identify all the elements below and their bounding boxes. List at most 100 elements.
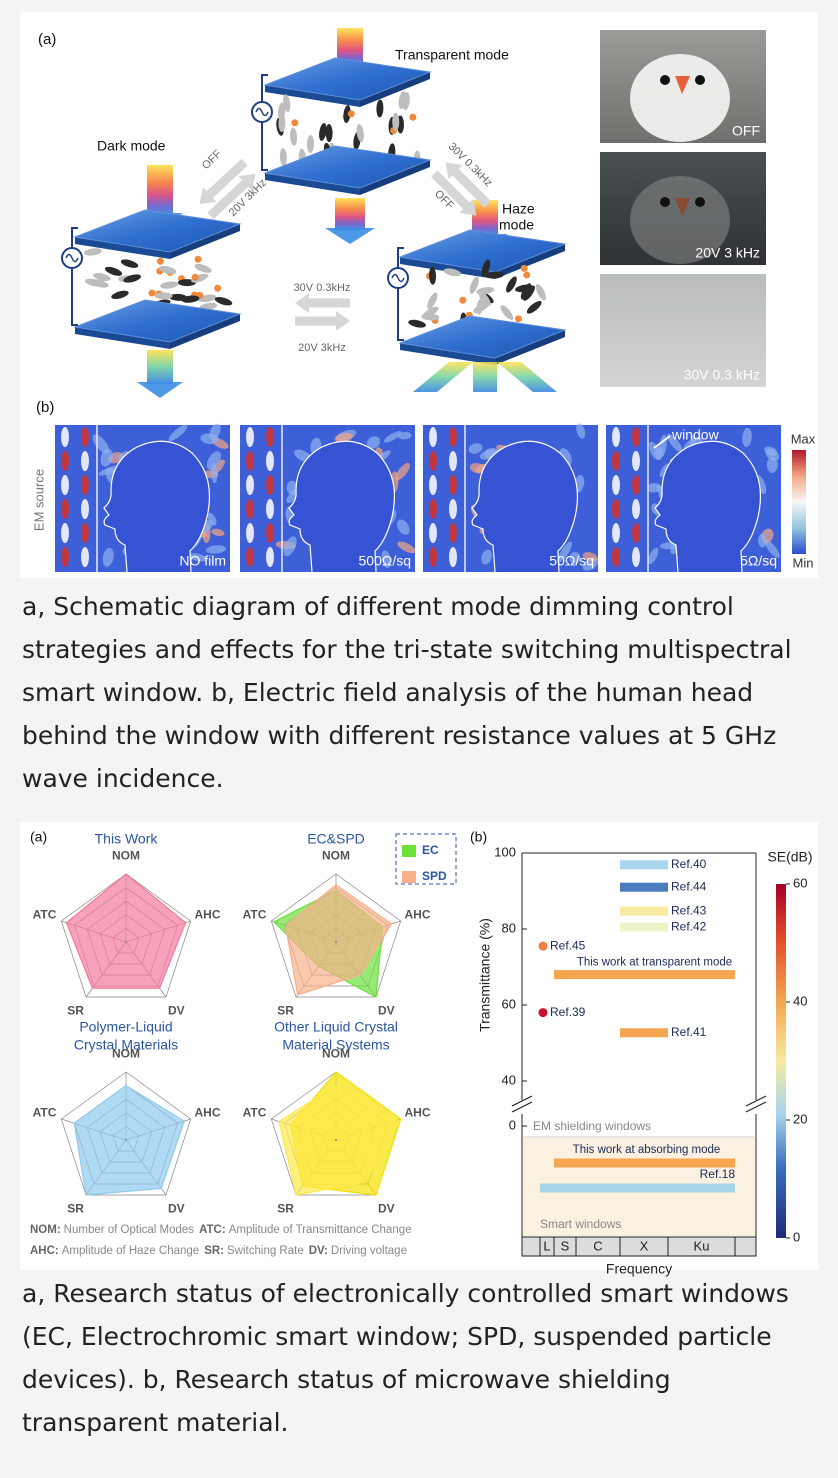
band-label: L (543, 1238, 550, 1253)
label: AHC (194, 908, 220, 922)
field-source (266, 427, 274, 447)
field-source (246, 523, 254, 543)
particle (157, 258, 164, 265)
legend-swatch (402, 845, 416, 857)
page: (a)(b)OFF20V 3kHz30V 0.3kHzOFF30V 0.3kHz… (0, 0, 838, 1478)
label: Haze (502, 201, 535, 217)
label: SPD (422, 869, 447, 883)
label: ATC (33, 1106, 57, 1120)
point (539, 942, 548, 951)
colorbar-tick-label: 0 (793, 1229, 800, 1244)
label: NOM (112, 1046, 140, 1060)
field-source (612, 475, 620, 495)
particle (523, 271, 530, 278)
field-source (612, 523, 620, 543)
particle (348, 110, 355, 117)
note-abbr: ATC: (199, 1224, 226, 1236)
field-source (429, 475, 437, 495)
y-tick-label: 60 (502, 996, 516, 1011)
label: SR (67, 1201, 84, 1215)
particle (515, 315, 522, 322)
chick-eye (660, 75, 670, 85)
field-source (632, 499, 640, 519)
label: Ref.44 (671, 879, 707, 893)
shielding-bar (554, 1159, 735, 1168)
range-bar (554, 970, 735, 979)
label: Ref.43 (671, 903, 707, 917)
label: Ref.39 (550, 1005, 586, 1019)
field-source (449, 499, 457, 519)
label: Ref.18 (700, 1167, 736, 1181)
label: 30V 0.3kHz (294, 282, 351, 294)
label: SR (277, 1201, 294, 1215)
field-source (632, 547, 640, 567)
particle (521, 265, 528, 272)
label: NOM (112, 848, 140, 862)
field-source (61, 475, 69, 495)
label: NOM (322, 848, 350, 862)
field-source (632, 427, 640, 447)
chick-eye (660, 197, 670, 207)
label: NOM (322, 1046, 350, 1060)
range-bar (620, 1028, 668, 1037)
point (539, 1008, 548, 1017)
field-source (632, 475, 640, 495)
field-source (449, 547, 457, 567)
label: Dark mode (97, 138, 166, 154)
y-tick-label: 100 (494, 844, 516, 859)
field-source (81, 547, 89, 567)
light-beam (147, 165, 173, 215)
field-source (266, 499, 274, 519)
label: Ref.45 (550, 938, 586, 952)
band-label: X (640, 1238, 649, 1253)
field-source (266, 523, 274, 543)
label: ATC (243, 1106, 267, 1120)
label: SR (67, 1003, 84, 1017)
label: (b) (470, 829, 487, 845)
range-bar (620, 883, 668, 892)
radar-center (335, 1139, 337, 1141)
note-abbr: SR: (204, 1245, 224, 1257)
field-source (612, 547, 620, 567)
field-source (81, 523, 89, 543)
label: DV (168, 1003, 185, 1017)
label: 20V 3kHz (298, 342, 346, 354)
field-source (266, 451, 274, 471)
label: ATC (33, 908, 57, 922)
legend-swatch (402, 871, 416, 883)
label: Transparent mode (395, 47, 509, 63)
note-abbr: DV: (309, 1245, 328, 1257)
label: EC (422, 843, 439, 857)
field-source (61, 427, 69, 447)
field-source (246, 451, 254, 471)
note-abbr: NOM: (30, 1224, 61, 1236)
caption: a, Research status of electronically con… (22, 1272, 822, 1444)
label: 30V 0.3 kHz (684, 367, 760, 383)
label: DV (378, 1201, 395, 1215)
field-source (266, 547, 274, 567)
y-tick-label: 0 (509, 1117, 516, 1132)
field-source (266, 475, 274, 495)
label: (a) (30, 829, 47, 845)
label: 20V 3 kHz (695, 245, 760, 261)
note-text: Driving voltage (331, 1245, 407, 1257)
field-source (246, 547, 254, 567)
field-source (449, 475, 457, 495)
colorbar-tick-label: 60 (793, 875, 807, 890)
label: Smart windows (540, 1217, 621, 1231)
label: 50Ω/sq (549, 553, 594, 569)
radar-center (125, 941, 127, 943)
label: window (671, 427, 720, 443)
radar-center (335, 941, 337, 943)
label: 5Ω/sq (740, 553, 777, 569)
label: Ref.40 (671, 857, 707, 871)
field-source (81, 427, 89, 447)
label: AHC (404, 908, 430, 922)
label: Ref.42 (671, 919, 707, 933)
radar-center (125, 1139, 127, 1141)
field-source (246, 475, 254, 495)
field-colorbar (792, 450, 806, 554)
field-source (61, 499, 69, 519)
field-source (429, 427, 437, 447)
